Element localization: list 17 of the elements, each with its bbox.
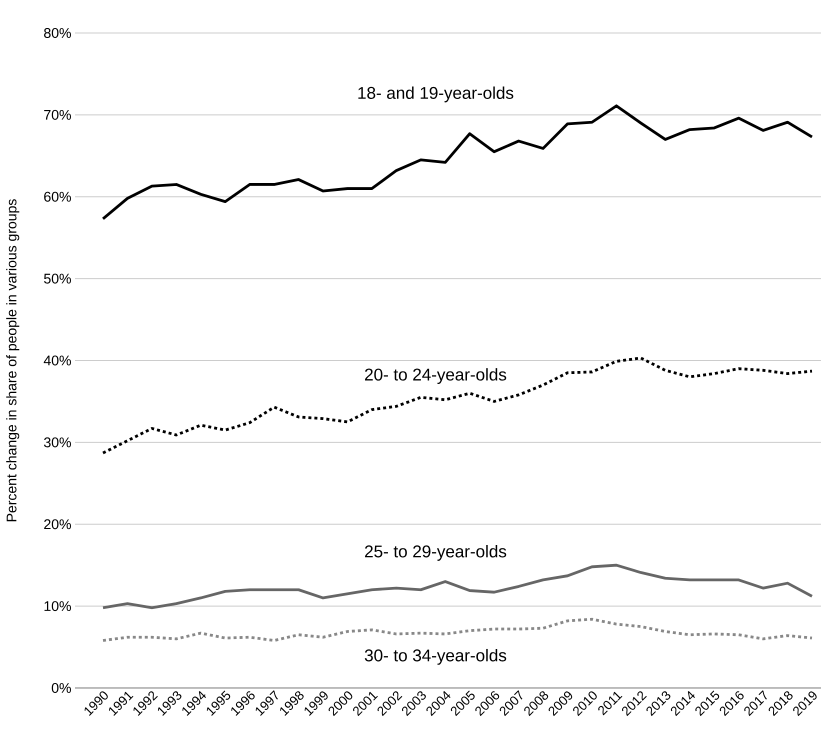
line-series [102,618,814,642]
y-tick-label: 80% [44,28,71,38]
y-tick-label: 20% [44,519,71,530]
series-label: 20- to 24-year-olds [365,368,506,384]
series-label: 30- to 34-year-olds [364,648,506,665]
y-tick-label: 50% [44,274,71,284]
y-axis-title: Percent change in share of people in various groups [6,199,20,522]
y-tick-label: 30% [44,437,71,448]
text: 18- and 19-year-olds [358,86,514,102]
line-series [102,356,814,454]
y-tick-label: 10% [44,601,71,612]
y-tick-label: 70% [44,110,71,120]
y-tick-label: 60% [44,192,71,202]
series-label: 25- to 29-year-olds [365,544,506,561]
line-series [102,104,814,220]
y-tick-label: 0% [52,683,71,693]
y-tick-label: 40% [44,356,71,366]
